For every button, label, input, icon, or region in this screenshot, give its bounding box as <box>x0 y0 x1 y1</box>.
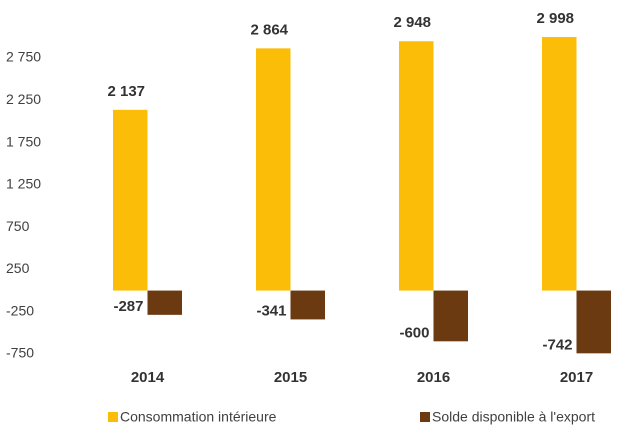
bar <box>113 109 148 291</box>
data-label: 2 998 <box>536 10 574 27</box>
legend-swatch <box>108 412 118 422</box>
bar <box>290 290 325 320</box>
y-tick-label: 250 <box>6 260 30 276</box>
x-tick-label: 2016 <box>417 369 450 386</box>
x-tick-label: 2014 <box>131 369 165 386</box>
y-tick-label: 750 <box>6 218 30 234</box>
x-tick-label: 2015 <box>274 369 307 386</box>
y-tick-label: 1 250 <box>6 176 41 192</box>
data-label: 2 864 <box>250 21 288 38</box>
legend-label: Solde disponible à l'export <box>432 409 595 425</box>
data-label: 2 137 <box>107 83 145 100</box>
data-label: -341 <box>256 302 286 319</box>
y-tick-label: 2 250 <box>6 91 41 107</box>
data-label: 2 948 <box>393 14 431 31</box>
data-label: -287 <box>113 298 143 315</box>
bar <box>433 290 468 342</box>
data-label: -742 <box>542 336 572 353</box>
y-tick-label: 2 750 <box>6 49 41 65</box>
bar <box>256 48 291 291</box>
bar <box>399 41 434 291</box>
y-tick-label: -750 <box>6 345 34 361</box>
y-tick-label: 1 750 <box>6 133 41 149</box>
data-label: -600 <box>399 324 429 341</box>
bar <box>542 37 577 291</box>
x-tick-label: 2017 <box>560 369 593 386</box>
legend-label: Consommation intérieure <box>120 409 277 425</box>
legend-swatch <box>420 412 430 422</box>
bar <box>147 290 182 315</box>
bar <box>576 290 611 354</box>
y-tick-label: -250 <box>6 302 34 318</box>
